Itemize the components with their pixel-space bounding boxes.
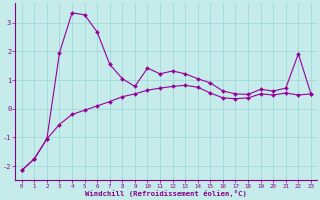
X-axis label: Windchill (Refroidissement éolien,°C): Windchill (Refroidissement éolien,°C) [85,190,247,197]
